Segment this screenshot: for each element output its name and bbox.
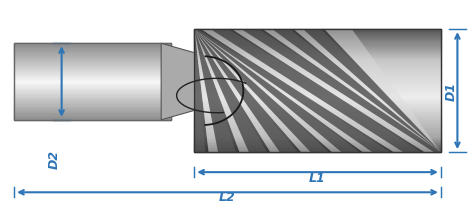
Polygon shape bbox=[324, 30, 441, 152]
Polygon shape bbox=[194, 30, 267, 152]
Polygon shape bbox=[161, 44, 204, 120]
Polygon shape bbox=[194, 30, 301, 152]
Polygon shape bbox=[194, 30, 332, 152]
Polygon shape bbox=[194, 30, 209, 152]
Polygon shape bbox=[303, 30, 441, 152]
Text: D2: D2 bbox=[48, 149, 61, 168]
Polygon shape bbox=[194, 30, 270, 152]
Polygon shape bbox=[194, 30, 236, 152]
Polygon shape bbox=[263, 30, 441, 152]
Polygon shape bbox=[194, 30, 359, 152]
Polygon shape bbox=[194, 30, 390, 152]
Text: L2: L2 bbox=[219, 190, 236, 203]
Text: D1: D1 bbox=[445, 82, 458, 101]
Polygon shape bbox=[194, 30, 298, 152]
Polygon shape bbox=[201, 30, 421, 152]
Polygon shape bbox=[293, 30, 441, 152]
Polygon shape bbox=[241, 30, 441, 152]
Polygon shape bbox=[194, 30, 205, 152]
Polygon shape bbox=[272, 30, 441, 152]
Polygon shape bbox=[194, 30, 363, 152]
Polygon shape bbox=[210, 30, 424, 152]
Polygon shape bbox=[194, 30, 393, 152]
Polygon shape bbox=[194, 30, 239, 152]
Text: L1: L1 bbox=[309, 171, 326, 184]
Polygon shape bbox=[232, 30, 441, 152]
Polygon shape bbox=[194, 30, 328, 152]
